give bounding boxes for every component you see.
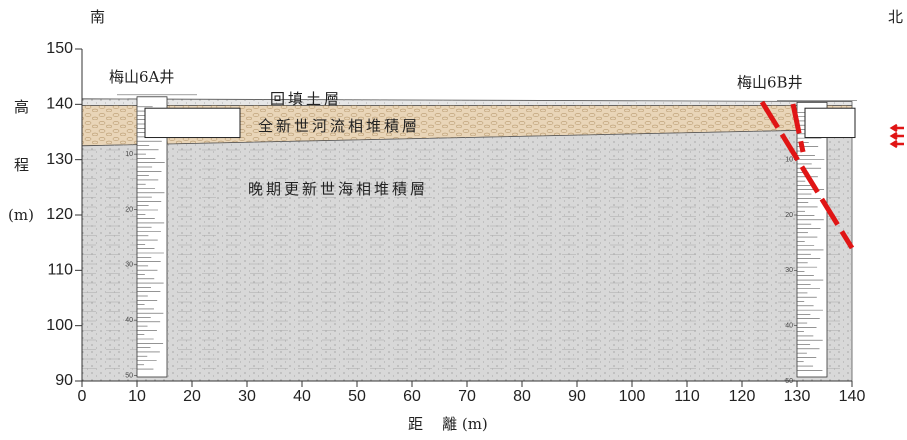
y-tick-label: 90 <box>55 372 73 389</box>
depth-label: 50 <box>125 372 133 379</box>
layer-label: 晚期更新世海相堆積層 <box>248 180 428 198</box>
y-label: (m) <box>8 206 34 224</box>
depth-label: 40 <box>785 323 793 330</box>
y-tick-label: 100 <box>46 317 73 334</box>
depth-label: 20 <box>785 212 793 219</box>
y-tick-label: 130 <box>46 151 73 168</box>
south-label: 南 <box>90 8 105 26</box>
chart: 南 北 高 程 (m) 距 離 (m) 回填土層全新世河流相堆積層晚期更新世海相… <box>0 0 907 436</box>
y-tick-label: 110 <box>47 262 73 279</box>
depth-label: 10 <box>125 151 133 158</box>
arrow <box>892 133 904 139</box>
x-tick-label: 20 <box>183 388 201 405</box>
y-tick-label: 140 <box>46 96 73 113</box>
layer-label: 全新世河流相堆積層 <box>258 117 420 135</box>
y-tick-label: 120 <box>46 206 73 223</box>
arrow <box>892 141 904 147</box>
gravel-zone <box>805 108 855 137</box>
x-tick-label: 90 <box>568 388 586 405</box>
page: 南 北 高 程 (m) 距 離 (m) 回填土層全新世河流相堆積層晚期更新世海相… <box>0 0 907 436</box>
layer-texture <box>82 129 852 381</box>
well-name: 梅山6A井 <box>109 68 174 86</box>
well-name: 梅山6B井 <box>737 73 803 91</box>
x-tick-label: 60 <box>403 388 421 405</box>
x-label: 距 離 (m) <box>408 415 488 433</box>
depth-label: 40 <box>125 317 133 324</box>
y-tick-label: 150 <box>46 40 73 57</box>
x-tick-label: 30 <box>238 388 256 405</box>
x-tick-label: 100 <box>619 388 646 405</box>
depth-label: 30 <box>785 267 793 274</box>
y-label: 程 <box>14 156 29 174</box>
x-tick-label: 70 <box>458 388 476 405</box>
north-label: 北 <box>888 8 903 26</box>
x-tick-label: 80 <box>513 388 531 405</box>
depth-label: 10 <box>785 157 793 164</box>
x-tick-label: 110 <box>674 388 700 405</box>
x-tick-label: 130 <box>784 388 811 405</box>
x-tick-label: 50 <box>348 388 366 405</box>
x-tick-label: 140 <box>839 388 866 405</box>
layer-label: 回填土層 <box>270 90 342 108</box>
x-tick-label: 10 <box>128 388 146 405</box>
y-label: 高 <box>14 98 29 116</box>
gravel-zone <box>145 108 240 137</box>
depth-label: 30 <box>125 262 133 269</box>
depth-label: 20 <box>125 206 133 213</box>
x-tick-label: 40 <box>293 388 311 405</box>
x-tick-label: 120 <box>729 388 756 405</box>
x-tick-label: 0 <box>78 388 87 405</box>
arrow <box>892 125 904 131</box>
